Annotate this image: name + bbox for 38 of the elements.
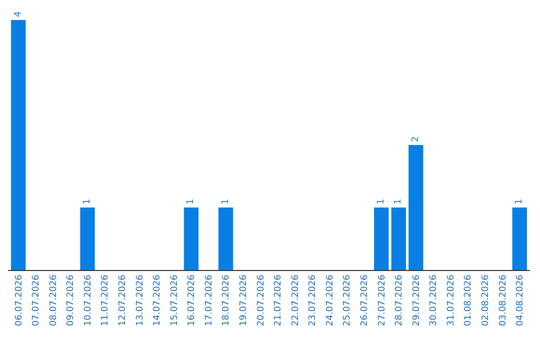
x-tick-label: 12.07.2026 — [118, 274, 128, 326]
x-tick-label: 25.07.2026 — [342, 274, 353, 326]
data-label: 1 — [394, 198, 404, 204]
x-tick-label: 04.08.2026 — [516, 274, 526, 326]
data-label: 1 — [186, 198, 196, 204]
x-tick-label: 01.08.2026 — [464, 274, 474, 326]
x-tick-label: 02.08.2026 — [480, 274, 491, 326]
x-tick-label: 30.07.2026 — [429, 274, 440, 326]
data-label: 1 — [220, 198, 231, 204]
x-tick-label: 09.07.2026 — [66, 274, 76, 326]
x-tick-label: 22.07.2026 — [290, 274, 301, 326]
x-tick-label: 08.07.2026 — [48, 274, 59, 326]
x-tick-label: 21.07.2026 — [274, 274, 284, 326]
x-tick-label: 28.07.2026 — [394, 274, 405, 326]
x-tick-label: 31.07.2026 — [446, 274, 456, 326]
x-tick-label: 24.07.2026 — [325, 274, 336, 326]
x-tick-label: 20.07.2026 — [256, 274, 266, 326]
x-tick-label: 10.07.2026 — [83, 274, 94, 326]
data-label: 4 — [13, 11, 24, 17]
x-tick-label: 27.07.2026 — [377, 274, 388, 326]
x-tick-label: 13.07.2026 — [135, 274, 146, 326]
x-tick-label: 26.07.2026 — [360, 274, 370, 326]
data-label: 1 — [376, 198, 386, 204]
x-tick-label: 07.07.2026 — [32, 274, 42, 326]
x-tick-label: 19.07.2026 — [238, 274, 249, 326]
x-tick-label: 11.07.2026 — [100, 274, 111, 326]
x-tick-label: 15.07.2026 — [170, 274, 180, 326]
data-label: 1 — [82, 198, 93, 204]
x-tick-label: 16.07.2026 — [187, 274, 198, 326]
x-tick-label: 03.08.2026 — [498, 274, 508, 326]
x-tick-label: 14.07.2026 — [152, 274, 163, 326]
x-tick-label: 18.07.2026 — [222, 274, 232, 326]
x-tick-label: 29.07.2026 — [412, 274, 422, 326]
x-tick-label: 23.07.2026 — [308, 274, 318, 326]
data-label: 1 — [514, 198, 525, 204]
data-label: 2 — [410, 136, 421, 142]
x-tick-label: 17.07.2026 — [204, 274, 214, 326]
x-tick-label: 06.07.2026 — [14, 274, 24, 326]
